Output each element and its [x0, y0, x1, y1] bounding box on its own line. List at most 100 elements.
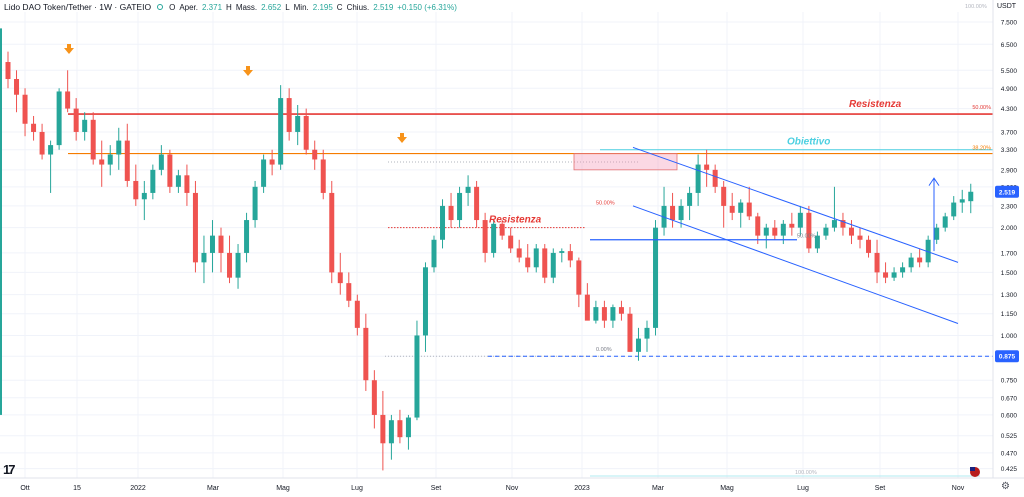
- candle-body: [320, 159, 326, 193]
- supply-zone-rect: [573, 153, 678, 171]
- current-price-tag: 2.519: [999, 189, 1016, 196]
- candle-body: [184, 175, 190, 193]
- candle-body: [653, 227, 659, 328]
- candle-body: [0, 28, 2, 415]
- candle-body: [942, 216, 948, 228]
- price-tick-label: 1.700: [1001, 250, 1018, 257]
- price-tick-label: 1.300: [1001, 292, 1018, 299]
- candle-body: [414, 335, 420, 418]
- candle-body: [158, 154, 164, 170]
- change-value: +0.150 (+6.31%): [397, 2, 457, 12]
- candle-body: [601, 307, 607, 321]
- candle-body: [593, 307, 599, 321]
- arrow-down-icon: [64, 44, 74, 54]
- price-tick-label: 1.150: [1001, 311, 1018, 318]
- price-tick-label: 4.900: [1001, 86, 1018, 93]
- open-value: 2.371: [202, 2, 223, 12]
- candle-body: [491, 223, 497, 253]
- low-label: L: [285, 2, 290, 12]
- candle-body: [567, 251, 573, 261]
- candle-body: [22, 94, 28, 124]
- candle-body: [329, 192, 335, 273]
- candle-body: [874, 252, 880, 273]
- price-axis[interactable]: 7.500 6.500 5.500 4.900 4.300 3.700 3.300 2.900…: [992, 0, 1024, 497]
- candle-body: [883, 272, 889, 278]
- high-text: Mass.: [235, 2, 258, 12]
- market-status-dot: [157, 4, 164, 10]
- candle-body: [789, 223, 795, 228]
- arrow-down-icon: [397, 133, 407, 143]
- open-text: Aper.: [179, 2, 198, 12]
- time-tick-label: Nov: [506, 485, 519, 492]
- objective-label: Obiettivo: [787, 137, 830, 148]
- candle-body: [252, 186, 258, 221]
- candle-body: [525, 257, 531, 268]
- close-label: C: [336, 2, 343, 12]
- candle-body: [465, 186, 471, 193]
- candle-body: [218, 235, 224, 253]
- candle-body: [337, 272, 343, 284]
- candle-body: [780, 223, 786, 236]
- candle-body: [550, 252, 556, 278]
- fib-label-bottom: 100.00%: [795, 470, 817, 476]
- candle-body: [687, 192, 693, 206]
- price-axis-bg: [993, 0, 1024, 497]
- time-tick-label: Lug: [797, 485, 809, 492]
- candle-body: [73, 108, 79, 132]
- time-tick-label: Set: [875, 485, 886, 492]
- candle-body: [346, 283, 352, 301]
- price-tick-label: 5.500: [1001, 68, 1018, 75]
- price-tick-label: 0.600: [1001, 412, 1018, 419]
- level-price-tag-bg: [995, 350, 1019, 363]
- time-tick-label: 2023: [574, 485, 590, 492]
- candle-body: [772, 227, 778, 236]
- candle-body: [124, 140, 130, 181]
- candle-body: [295, 115, 301, 132]
- currency-unit-label[interactable]: USDT: [997, 3, 1017, 10]
- candle-body: [116, 140, 122, 155]
- candle-body: [65, 91, 71, 109]
- fib-label-38: 38.20%: [972, 146, 991, 152]
- time-tick-label: Lug: [351, 485, 363, 492]
- candle-body: [712, 169, 718, 187]
- open-label: O: [169, 2, 176, 12]
- candle-body: [474, 186, 480, 221]
- candle-body: [831, 220, 837, 228]
- price-tick-label: 0.525: [1001, 433, 1018, 440]
- time-tick-label: 15: [73, 485, 81, 492]
- us-flag-icon: [970, 467, 975, 471]
- resistance-label-top: Resistenza: [849, 99, 902, 110]
- candle-body: [755, 216, 761, 236]
- candle-body: [797, 212, 803, 228]
- price-tick-label: 0.750: [1001, 378, 1018, 385]
- resistance-label-mid: Resistenza: [489, 215, 542, 226]
- price-tick-label: 2.000: [1001, 225, 1018, 232]
- candle-body: [499, 223, 505, 236]
- gear-icon[interactable]: ⚙: [1001, 481, 1010, 492]
- candle-body: [729, 205, 735, 213]
- candle-body: [738, 202, 744, 213]
- close-value: 2.519: [373, 2, 394, 12]
- time-axis[interactable]: Ott 15 2022 Mar Mag Lug Set Nov 2023 Mar Mag Lug Set…: [0, 477, 1024, 492]
- candle-body: [209, 235, 215, 253]
- candle-body: [82, 119, 88, 132]
- candle-body: [56, 91, 62, 146]
- candle-body: [925, 239, 931, 263]
- candle-body: [644, 327, 650, 339]
- candle-body: [175, 175, 181, 187]
- price-tick-label: 1.500: [1001, 270, 1018, 277]
- time-tick-label: Mar: [652, 485, 665, 492]
- candle-body: [516, 248, 522, 258]
- candle-body: [14, 79, 20, 95]
- price-tick-label: 0.470: [1001, 450, 1018, 457]
- tradingview-logo[interactable]: 17: [3, 462, 16, 477]
- candle-body: [533, 248, 539, 268]
- high-value: 2.652: [261, 2, 282, 12]
- candle-body: [388, 420, 394, 444]
- level-price-tag: 0.875: [999, 354, 1016, 361]
- candle-body: [763, 227, 769, 236]
- symbol-title[interactable]: Lido DAO Token/Tether · 1W · GATEIO: [4, 2, 152, 12]
- candle-body: [235, 252, 241, 278]
- candle-body: [610, 307, 616, 321]
